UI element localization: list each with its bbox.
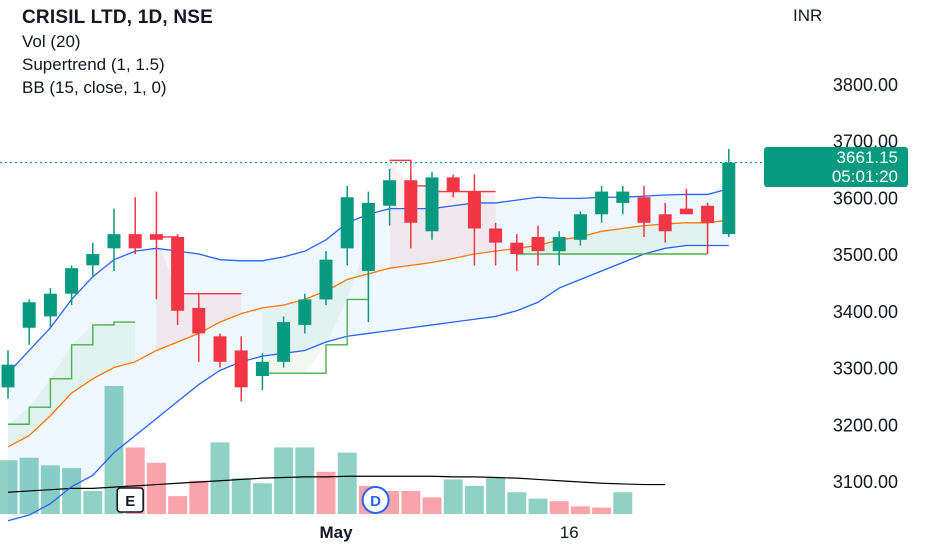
volume-bar-7 (146, 462, 166, 514)
candle-body-9 (192, 307, 206, 334)
volume-ma (7, 475, 666, 493)
candle-body-0 (1, 364, 15, 388)
volume-bar-24 (507, 492, 527, 514)
volume-bar-25 (528, 498, 548, 514)
indicator-supertrend[interactable]: Supertrend (1, 1.5) (22, 55, 165, 74)
volume-bar-22 (464, 485, 484, 514)
candle-body-29 (616, 191, 630, 203)
bar-countdown: 05:01:20 (831, 167, 898, 186)
candle-body-26 (552, 236, 566, 252)
candle-body-15 (319, 259, 333, 300)
volume-bar-0 (0, 460, 18, 514)
volume-bar-10 (210, 442, 230, 514)
volume-bar-28 (592, 507, 612, 514)
candle-body-17 (361, 202, 375, 272)
candle-body-21 (446, 177, 460, 192)
volume-bar-27 (570, 506, 590, 514)
bollinger-fill (8, 188, 729, 521)
last-price-value: 3661.15 (836, 148, 898, 167)
candle-body-10 (213, 336, 227, 362)
y-tick-4: 3400.00 (833, 302, 898, 322)
candle-body-34 (722, 162, 736, 235)
candle-body-24 (510, 242, 524, 254)
supertrend-line-2 (262, 236, 370, 374)
volume-ma-line (7, 475, 666, 493)
bollinger-band-fill (8, 188, 729, 521)
candle-body-4 (86, 254, 100, 266)
indicator-bollinger[interactable]: BB (15, close, 1, 0) (22, 78, 167, 97)
y-tick-7: 3100.00 (833, 472, 898, 492)
candle-body-32 (679, 208, 693, 215)
y-tick-3: 3500.00 (833, 245, 898, 265)
candle-body-2 (43, 293, 57, 317)
y-tick-0: 3800.00 (833, 75, 898, 95)
symbol-title[interactable]: CRISIL LTD, 1D, NSE (22, 7, 214, 28)
volume-bar-3 (62, 467, 82, 514)
candles (1, 149, 736, 402)
volume-bar-20 (422, 497, 442, 514)
volume-bar-8 (168, 496, 188, 514)
dividend-marker-circle (361, 486, 390, 514)
y-tick-2: 3600.00 (833, 188, 898, 208)
volume-bar-11 (231, 478, 251, 514)
candle-body-8 (171, 236, 185, 311)
candle-body-12 (255, 361, 269, 377)
currency-label[interactable]: INR (793, 6, 823, 25)
candle-body-20 (425, 177, 439, 232)
earnings-marker-box (116, 487, 144, 513)
volume-bar-14 (295, 447, 315, 514)
candle-body-7 (149, 234, 163, 240)
y-tick-6: 3200.00 (833, 415, 898, 435)
candle-body-28 (595, 191, 609, 215)
volume-bar-29 (613, 492, 633, 514)
candle-body-31 (658, 214, 672, 232)
volume-bar-21 (443, 479, 463, 514)
candle-body-5 (107, 234, 121, 249)
candle-body-13 (277, 322, 291, 362)
volume-bar-1 (19, 457, 39, 514)
candle-body-25 (531, 236, 545, 252)
candle-body-16 (340, 197, 354, 249)
dividend-marker-label: D (370, 493, 381, 510)
volume-bar-4 (83, 490, 103, 514)
indicator-volume[interactable]: Vol (20) (22, 32, 81, 51)
volume-bar-16 (337, 452, 357, 514)
volume-bar-23 (486, 478, 506, 514)
bb-lower-line (7, 244, 729, 522)
candle-body-23 (489, 228, 503, 243)
volume-bar-13 (274, 447, 294, 514)
supertrend-line-0 (8, 321, 136, 425)
chart-legend: CRISIL LTD, 1D, NSE Vol (20) Supertrend … (22, 6, 213, 99)
x-tick-1: 16 (560, 523, 579, 542)
candle-body-27 (573, 214, 587, 240)
volume-bar-15 (316, 471, 336, 514)
candle-body-22 (467, 191, 481, 229)
volume-bar-12 (252, 483, 272, 514)
earnings-marker-label: E (125, 493, 135, 510)
volume-bar-26 (549, 501, 569, 514)
candle-body-6 (128, 234, 142, 249)
candle-body-33 (701, 205, 715, 223)
last-price-tag: 3661.15 05:01:20 (764, 147, 908, 187)
x-tick-0: May (319, 523, 353, 542)
y-tick-1: 3700.00 (833, 132, 898, 152)
candle-body-1 (22, 302, 36, 328)
candle-body-30 (637, 197, 651, 223)
candle-body-19 (404, 180, 418, 223)
candle-body-3 (65, 268, 79, 294)
candle-body-18 (383, 180, 397, 206)
supertrend-fill-0 (8, 322, 136, 447)
volume-bar-5 (104, 386, 124, 514)
volume-bar-19 (401, 490, 421, 514)
volume-bar-9 (189, 480, 209, 514)
candle-body-11 (234, 350, 248, 388)
candle-body-14 (298, 299, 312, 325)
time-axis: May 16 (319, 523, 578, 542)
price-axis: 3800.00 3700.00 3600.00 3500.00 3400.00 3300.… (833, 75, 898, 492)
y-tick-5: 3300.00 (833, 359, 898, 379)
